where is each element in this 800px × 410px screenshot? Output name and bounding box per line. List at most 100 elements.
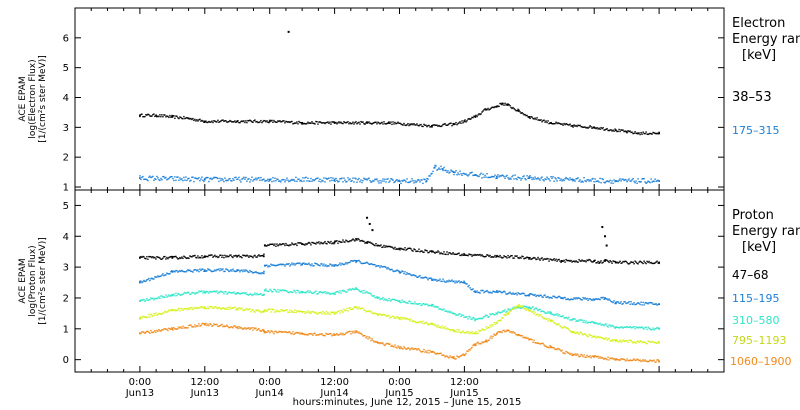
proton-point (197, 325, 199, 327)
electron-point (413, 182, 415, 184)
proton-point (448, 252, 450, 254)
proton-point (169, 295, 171, 297)
proton-point (316, 334, 318, 336)
electron-point (544, 121, 546, 123)
electron-point (353, 123, 355, 125)
proton-point (413, 348, 415, 350)
proton-point (298, 331, 300, 334)
proton-point (311, 292, 313, 294)
electron-point (139, 115, 141, 118)
proton-point (489, 337, 491, 339)
electron-point (512, 106, 514, 109)
proton-point (559, 296, 561, 298)
proton-point (240, 308, 242, 310)
proton-point (154, 276, 156, 278)
proton-point (369, 311, 371, 313)
proton-point (364, 262, 366, 264)
proton-point (422, 320, 424, 323)
proton-point (179, 269, 181, 272)
electron-point (335, 177, 337, 180)
proton-point (260, 293, 262, 295)
proton-point (338, 334, 340, 336)
electron-point (171, 114, 173, 117)
electron-point (226, 121, 228, 123)
proton-point (326, 313, 328, 315)
proton-point (375, 243, 377, 245)
proton-point (508, 329, 510, 332)
electron-point (208, 120, 210, 123)
electron-point (342, 181, 344, 183)
proton-point (203, 307, 205, 310)
proton-point (423, 251, 425, 253)
electron-point (409, 123, 411, 126)
proton-point (626, 302, 628, 304)
electron-point (605, 128, 607, 130)
proton-point (463, 280, 465, 282)
proton-point (148, 277, 150, 280)
proton-point (448, 328, 450, 330)
proton-point (194, 307, 196, 310)
proton-point (174, 308, 176, 311)
proton-point (288, 311, 290, 313)
electron-point (186, 116, 188, 119)
proton-point (588, 298, 590, 300)
proton-point (474, 290, 476, 292)
proton-point (478, 254, 480, 256)
proton-point (366, 242, 368, 244)
proton-point (637, 340, 639, 342)
proton-point (374, 264, 376, 266)
electron-point (263, 119, 265, 122)
proton-point (439, 326, 441, 328)
proton-point (485, 339, 487, 341)
electron-point (619, 130, 621, 133)
electron-point (319, 178, 321, 180)
electron-point (178, 117, 180, 120)
proton-point (299, 262, 301, 264)
electron-point (255, 121, 257, 123)
proton-point (553, 258, 555, 260)
electron-point (162, 175, 164, 178)
proton-point (474, 344, 476, 347)
proton-point (365, 337, 367, 339)
proton-point (168, 294, 170, 296)
proton-point (549, 258, 551, 260)
electron-point (558, 122, 560, 125)
proton-point (167, 310, 169, 313)
electron-point (317, 177, 319, 179)
proton-point (190, 255, 192, 258)
electron-point (336, 123, 338, 125)
proton-point (207, 290, 209, 293)
proton-point (393, 346, 395, 348)
electron-point (642, 177, 644, 180)
electron-point (468, 117, 470, 120)
electron-point (322, 122, 324, 124)
electron-point (336, 179, 338, 182)
proton-point (542, 316, 544, 319)
proton-point (565, 258, 567, 261)
electron-point (576, 177, 578, 180)
proton-point (641, 360, 643, 362)
proton-point (472, 254, 474, 256)
proton-point (593, 259, 595, 262)
proton-point (551, 346, 553, 349)
proton-point (262, 272, 264, 274)
proton-point (513, 332, 515, 334)
electron-point (390, 178, 392, 180)
electron-point (248, 120, 250, 122)
electron-point (583, 126, 585, 128)
electron-point (555, 121, 557, 123)
electron-point (574, 125, 576, 127)
electron-point (139, 114, 141, 117)
proton-point (513, 293, 515, 295)
proton-y-tick-label-4: 4 (63, 232, 69, 243)
proton-point (285, 331, 287, 333)
proton-point (238, 325, 240, 328)
proton-point (601, 356, 603, 359)
proton-point (409, 320, 411, 322)
proton-point (617, 359, 619, 361)
electron-point (167, 178, 169, 180)
proton-point (464, 254, 466, 256)
proton-point (199, 291, 201, 293)
proton-point (214, 254, 216, 257)
electron-point (541, 121, 543, 123)
